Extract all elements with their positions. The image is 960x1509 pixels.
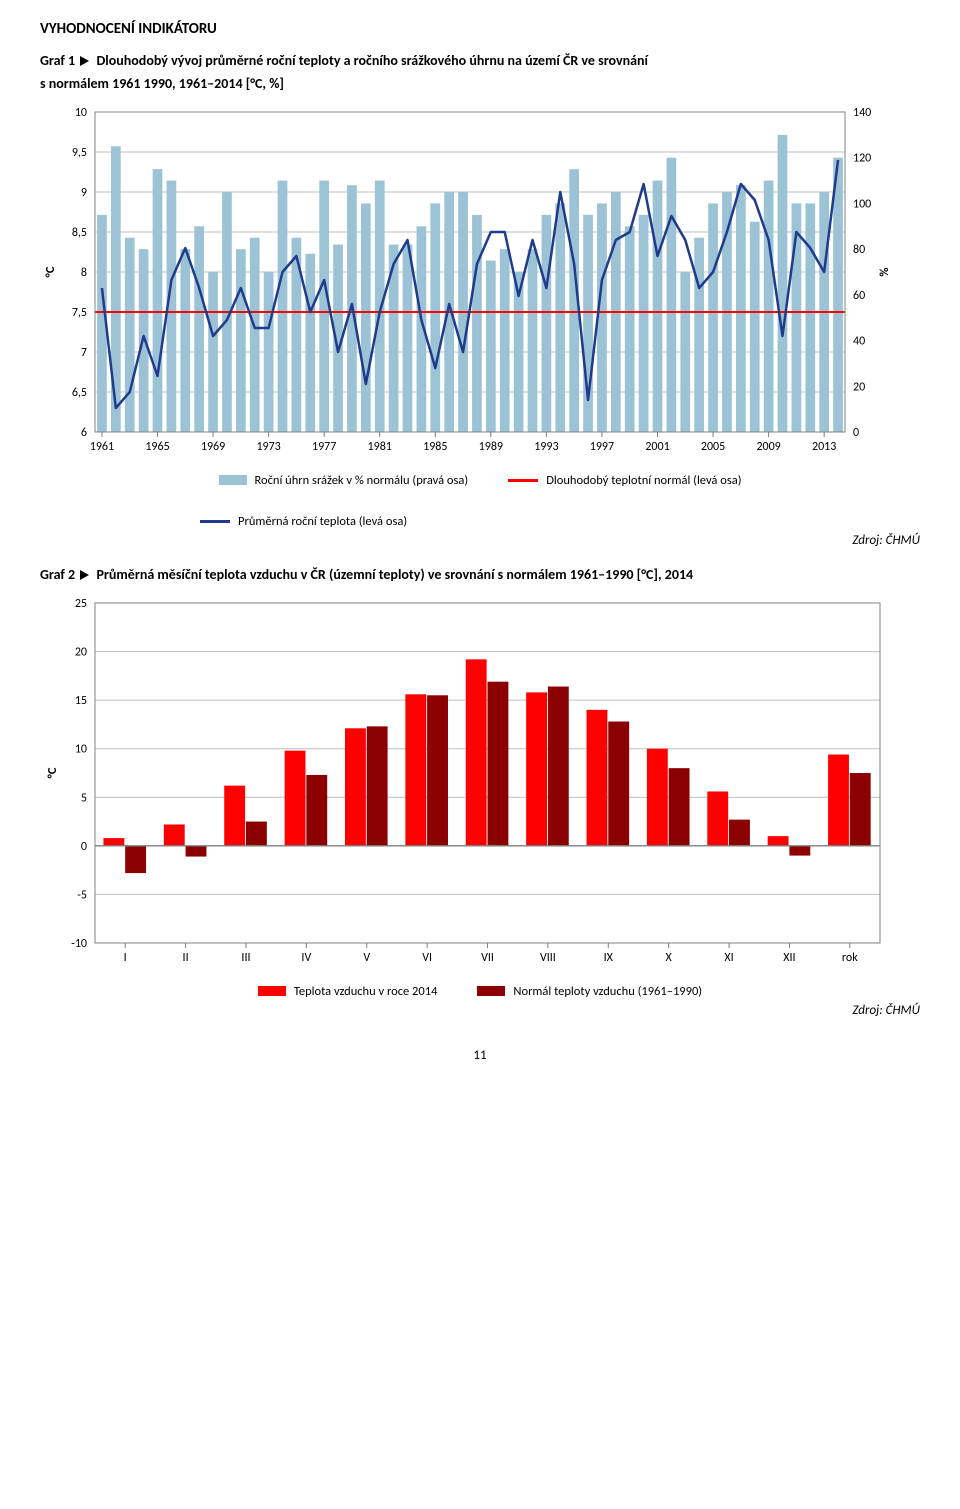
svg-text:°C: °C xyxy=(43,266,58,277)
svg-text:10: 10 xyxy=(75,106,87,120)
chart1-caption-line2-wrap: s normálem 1961 1990, 1961–2014 [°C, %] xyxy=(40,75,920,94)
svg-text:°C: °C xyxy=(45,767,60,778)
svg-text:1997: 1997 xyxy=(590,440,614,454)
svg-text:10: 10 xyxy=(75,742,87,756)
svg-text:140: 140 xyxy=(853,106,871,120)
svg-text:VI: VI xyxy=(422,951,432,965)
chart1-caption-line1: Dlouhodobý vývoj průměrné roční teploty … xyxy=(96,52,648,69)
chart2: -10-50510152025IIIIIIIVVVIVIIVIIIIXXXIXI… xyxy=(40,593,920,978)
chart1: 66,577,588,599,5100204060801001201401961… xyxy=(40,102,920,467)
svg-text:9,5: 9,5 xyxy=(72,146,87,160)
svg-text:1993: 1993 xyxy=(534,440,558,454)
arrow-icon xyxy=(80,56,89,66)
svg-text:40: 40 xyxy=(853,334,865,348)
svg-text:I: I xyxy=(124,951,127,965)
svg-text:XII: XII xyxy=(783,951,795,965)
arrow-icon xyxy=(80,570,89,580)
svg-text:7,5: 7,5 xyxy=(72,306,87,320)
chart1-caption-line2: s normálem 1961 1990, 1961–2014 [°C, %] xyxy=(40,75,284,92)
svg-text:0: 0 xyxy=(853,426,859,440)
svg-text:-10: -10 xyxy=(71,937,87,951)
legend-item: Dlouhodobý teplotní normál (levá osa) xyxy=(508,473,741,488)
svg-text:2009: 2009 xyxy=(756,440,780,454)
chart2-caption: Graf 2 Průměrná měsíční teplota vzduchu … xyxy=(40,566,920,585)
legend-item: Roční úhrn srážek v % normálu (pravá osa… xyxy=(219,473,469,488)
svg-text:%: % xyxy=(877,267,892,276)
svg-text:80: 80 xyxy=(853,243,865,257)
legend-swatch-bar xyxy=(258,986,286,996)
svg-text:1961: 1961 xyxy=(90,440,114,454)
svg-text:2005: 2005 xyxy=(701,440,725,454)
legend-item: Průměrná roční teplota (levá osa) xyxy=(40,514,920,529)
legend-label: Průměrná roční teplota (levá osa) xyxy=(238,514,407,529)
chart1-caption: Graf 1 Dlouhodobý vývoj průměrné roční t… xyxy=(40,52,920,71)
svg-text:7: 7 xyxy=(81,346,87,360)
chart1-svg: 66,577,588,599,5100204060801001201401961… xyxy=(40,102,900,462)
svg-text:1965: 1965 xyxy=(145,440,169,454)
legend-label: Roční úhrn srážek v % normálu (pravá osa… xyxy=(255,473,469,488)
svg-text:1981: 1981 xyxy=(368,440,392,454)
svg-text:1989: 1989 xyxy=(479,440,503,454)
legend-swatch-bar xyxy=(219,475,247,485)
legend-swatch-line xyxy=(200,520,230,523)
svg-text:1985: 1985 xyxy=(423,440,447,454)
svg-text:IV: IV xyxy=(301,951,311,965)
svg-text:6: 6 xyxy=(81,426,87,440)
svg-text:2013: 2013 xyxy=(812,440,836,454)
chart1-prefix: Graf 1 xyxy=(40,52,75,69)
chart1-legend: Roční úhrn srážek v % normálu (pravá osa… xyxy=(40,473,920,529)
svg-text:6,5: 6,5 xyxy=(72,386,87,400)
svg-text:-5: -5 xyxy=(77,888,87,902)
section-title: VYHODNOCENÍ INDIKÁTORU xyxy=(40,20,920,38)
chart1-source: Zdroj: ČHMÚ xyxy=(40,533,920,548)
svg-text:X: X xyxy=(666,951,673,965)
svg-text:III: III xyxy=(241,951,250,965)
svg-text:1973: 1973 xyxy=(256,440,280,454)
svg-text:II: II xyxy=(183,951,189,965)
svg-text:2001: 2001 xyxy=(645,440,669,454)
svg-text:IX: IX xyxy=(604,951,614,965)
svg-text:0: 0 xyxy=(81,840,87,854)
svg-text:8: 8 xyxy=(81,266,87,280)
svg-text:9: 9 xyxy=(81,186,87,200)
chart2-svg: -10-50510152025IIIIIIIVVVIVIIVIIIIXXXIXI… xyxy=(40,593,900,973)
legend-label: Dlouhodobý teplotní normál (levá osa) xyxy=(546,473,741,488)
svg-text:20: 20 xyxy=(853,380,865,394)
chart2-source: Zdroj: ČHMÚ xyxy=(40,1003,920,1018)
svg-text:60: 60 xyxy=(853,289,865,303)
svg-text:VII: VII xyxy=(481,951,494,965)
legend-label: Normál teploty vzduchu (1961–1990) xyxy=(513,984,702,999)
svg-text:1977: 1977 xyxy=(312,440,336,454)
svg-text:XI: XI xyxy=(724,951,733,965)
page-number: 11 xyxy=(40,1048,920,1063)
chart2-prefix: Graf 2 xyxy=(40,566,75,583)
chart2-caption-text: Průměrná měsíční teplota vzduchu v ČR (ú… xyxy=(96,566,693,583)
svg-text:VIII: VIII xyxy=(540,951,556,965)
svg-text:15: 15 xyxy=(75,694,87,708)
legend-label: Teplota vzduchu v roce 2014 xyxy=(294,984,438,999)
svg-text:5: 5 xyxy=(81,791,87,805)
svg-text:8,5: 8,5 xyxy=(72,226,87,240)
legend-swatch-line xyxy=(508,479,538,482)
chart2-legend: Teplota vzduchu v roce 2014 Normál teplo… xyxy=(40,984,920,999)
svg-text:rok: rok xyxy=(842,951,858,965)
svg-text:V: V xyxy=(363,951,370,965)
svg-text:1969: 1969 xyxy=(201,440,225,454)
svg-text:20: 20 xyxy=(75,645,87,659)
svg-text:100: 100 xyxy=(853,197,871,211)
svg-text:25: 25 xyxy=(75,597,87,611)
legend-item: Teplota vzduchu v roce 2014 xyxy=(258,984,438,999)
legend-item: Normál teploty vzduchu (1961–1990) xyxy=(477,984,702,999)
svg-text:120: 120 xyxy=(853,151,871,165)
legend-swatch-bar xyxy=(477,986,505,996)
